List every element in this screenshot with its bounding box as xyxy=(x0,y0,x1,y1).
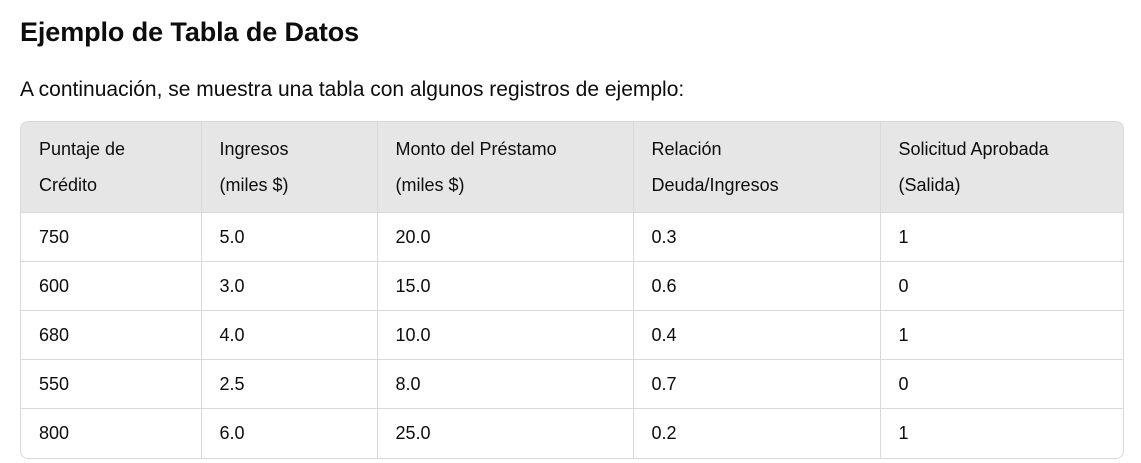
table-cell: 0 xyxy=(880,359,1123,409)
table-cell: 0.7 xyxy=(633,359,881,409)
table-cell: 0.2 xyxy=(633,408,881,458)
table-cell: 600 xyxy=(21,261,202,311)
table-cell: 800 xyxy=(21,408,202,458)
table-cell: 15.0 xyxy=(377,261,634,311)
table-cell: 0.4 xyxy=(633,310,881,360)
table-cell: 550 xyxy=(21,359,202,409)
table-cell: 750 xyxy=(21,212,202,262)
column-header-line: (miles $) xyxy=(219,175,289,195)
table-header-row: Puntaje de Crédito Ingresos (miles $) Mo… xyxy=(21,122,1123,213)
column-header-line: (Salida) xyxy=(898,175,961,195)
page-title: Ejemplo de Tabla de Datos xyxy=(20,17,360,47)
table-cell: 25.0 xyxy=(377,408,634,458)
table-cell: 0.3 xyxy=(633,212,881,262)
intro-paragraph: A continuación, se muestra una tabla con… xyxy=(20,78,685,101)
column-header-line: Monto del Préstamo xyxy=(395,139,557,159)
column-header-line: Ingresos xyxy=(219,139,289,159)
column-header-line: Relación xyxy=(651,139,722,159)
table-cell: 20.0 xyxy=(377,212,634,262)
table-row: 750 5.0 20.0 0.3 1 xyxy=(21,212,1123,262)
data-table: Puntaje de Crédito Ingresos (miles $) Mo… xyxy=(21,122,1123,458)
column-header-debt-income-ratio: Relación Deuda/Ingresos xyxy=(633,122,881,213)
table-cell: 3.0 xyxy=(201,261,378,311)
column-header-approved: Solicitud Aprobada (Salida) xyxy=(880,122,1123,213)
table-cell: 4.0 xyxy=(201,310,378,360)
table-header: Puntaje de Crédito Ingresos (miles $) Mo… xyxy=(21,122,1123,213)
table-row: 680 4.0 10.0 0.4 1 xyxy=(21,310,1123,360)
table-body: 750 5.0 20.0 0.3 1 600 3.0 15.0 0.6 0 68… xyxy=(21,212,1123,458)
table-cell: 2.5 xyxy=(201,359,378,409)
table-cell: 0 xyxy=(880,261,1123,311)
table-row: 550 2.5 8.0 0.7 0 xyxy=(21,359,1123,409)
table-cell: 6.0 xyxy=(201,408,378,458)
table-cell: 10.0 xyxy=(377,310,634,360)
column-header-income: Ingresos (miles $) xyxy=(201,122,378,213)
table-cell: 8.0 xyxy=(377,359,634,409)
data-table-container: Puntaje de Crédito Ingresos (miles $) Mo… xyxy=(20,121,1124,459)
column-header-line: (miles $) xyxy=(395,175,465,195)
table-cell: 1 xyxy=(898,423,909,444)
table-row: 600 3.0 15.0 0.6 0 xyxy=(21,261,1123,311)
column-header-line: Deuda/Ingresos xyxy=(651,175,779,195)
table-row: 800 6.0 25.0 0.2 1 xyxy=(21,408,1123,458)
table-cell: 0.6 xyxy=(633,261,881,311)
column-header-loan-amount: Monto del Préstamo (miles $) xyxy=(377,122,634,213)
column-header-line: Puntaje de xyxy=(39,139,126,159)
column-header-line: Crédito xyxy=(39,175,98,195)
column-header-line: Solicitud Aprobada xyxy=(898,139,1049,159)
table-cell: 1 xyxy=(880,310,1123,360)
column-header-credit-score: Puntaje de Crédito xyxy=(21,122,202,213)
table-cell: 680 xyxy=(21,310,202,360)
table-cell: 1 xyxy=(880,212,1123,262)
table-cell: 5.0 xyxy=(201,212,378,262)
